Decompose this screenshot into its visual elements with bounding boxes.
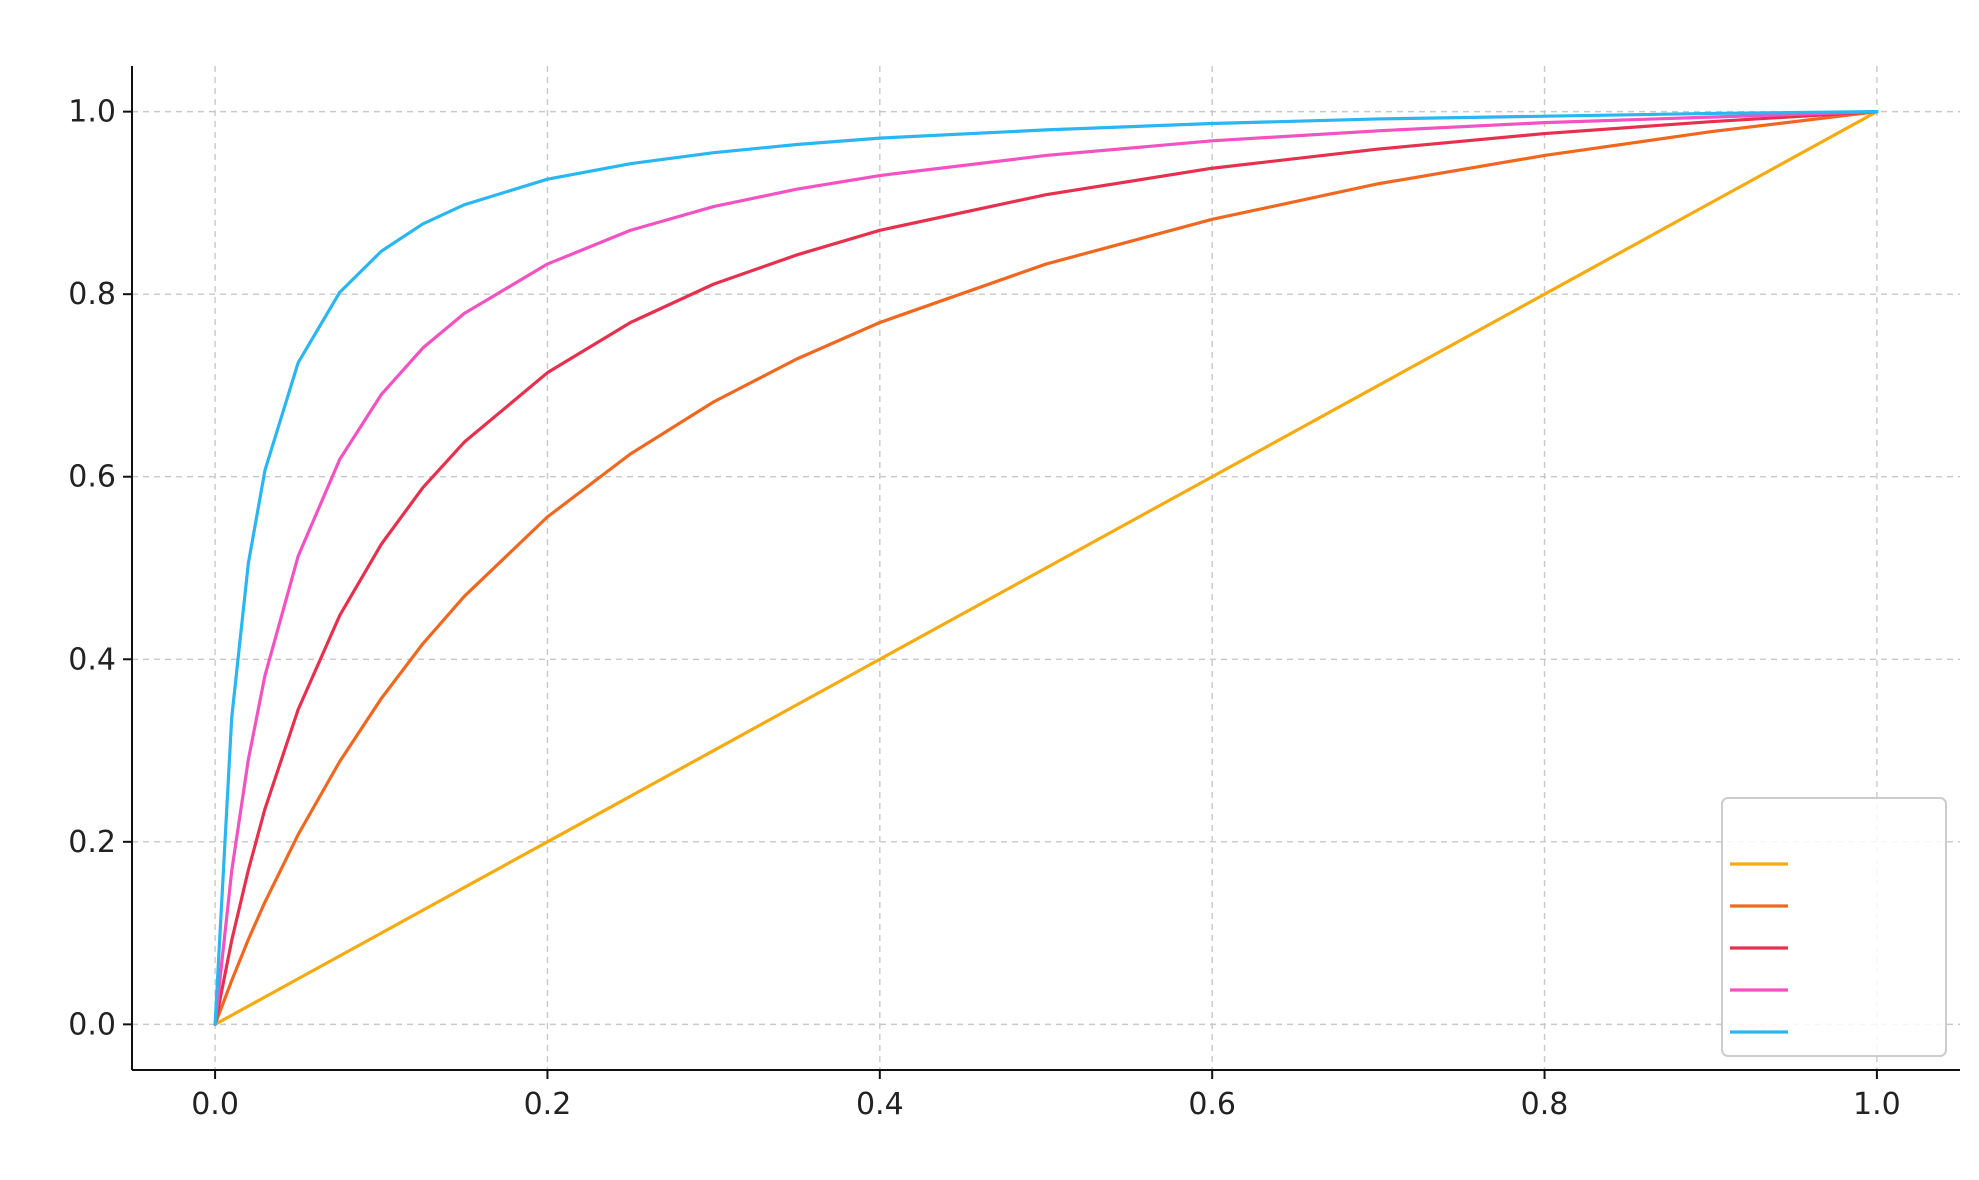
y-tick-label: 0.4 (68, 642, 116, 677)
x-tick-label: 1.0 (1853, 1087, 1901, 1122)
legend-items (1730, 862, 1788, 1034)
y-tick-label: 0.0 (68, 1007, 116, 1042)
x-tick-label: 0.6 (1188, 1087, 1236, 1122)
axes (131, 66, 1960, 1071)
y-tick-label: 0.6 (68, 460, 116, 495)
series-line-1 (213, 110, 1879, 1026)
y-ticks: 0.0 0.2 0.4 0.6 0.8 1.0 (68, 95, 132, 1042)
series-layer (213, 110, 1879, 1026)
legend-frame (1721, 797, 1947, 1057)
series-line-2 (213, 110, 1879, 1026)
y-tick-label: 0.8 (68, 277, 116, 312)
series-line-3 (213, 110, 1879, 1026)
x-ticks: 0.0 0.2 0.4 0.6 0.8 1.0 (191, 1070, 1901, 1122)
x-tick-label: 0.8 (1521, 1087, 1569, 1122)
legend (1721, 797, 1947, 1057)
y-tick-label: 1.0 (68, 95, 116, 130)
x-tick-label: 0.4 (856, 1087, 904, 1122)
series-line-5 (213, 110, 1879, 1026)
x-tick-label: 0.2 (524, 1087, 572, 1122)
x-tick-label: 0.0 (191, 1087, 239, 1122)
grid (132, 66, 1960, 1070)
y-tick-label: 0.2 (68, 825, 116, 860)
series-line-4 (213, 110, 1879, 1026)
